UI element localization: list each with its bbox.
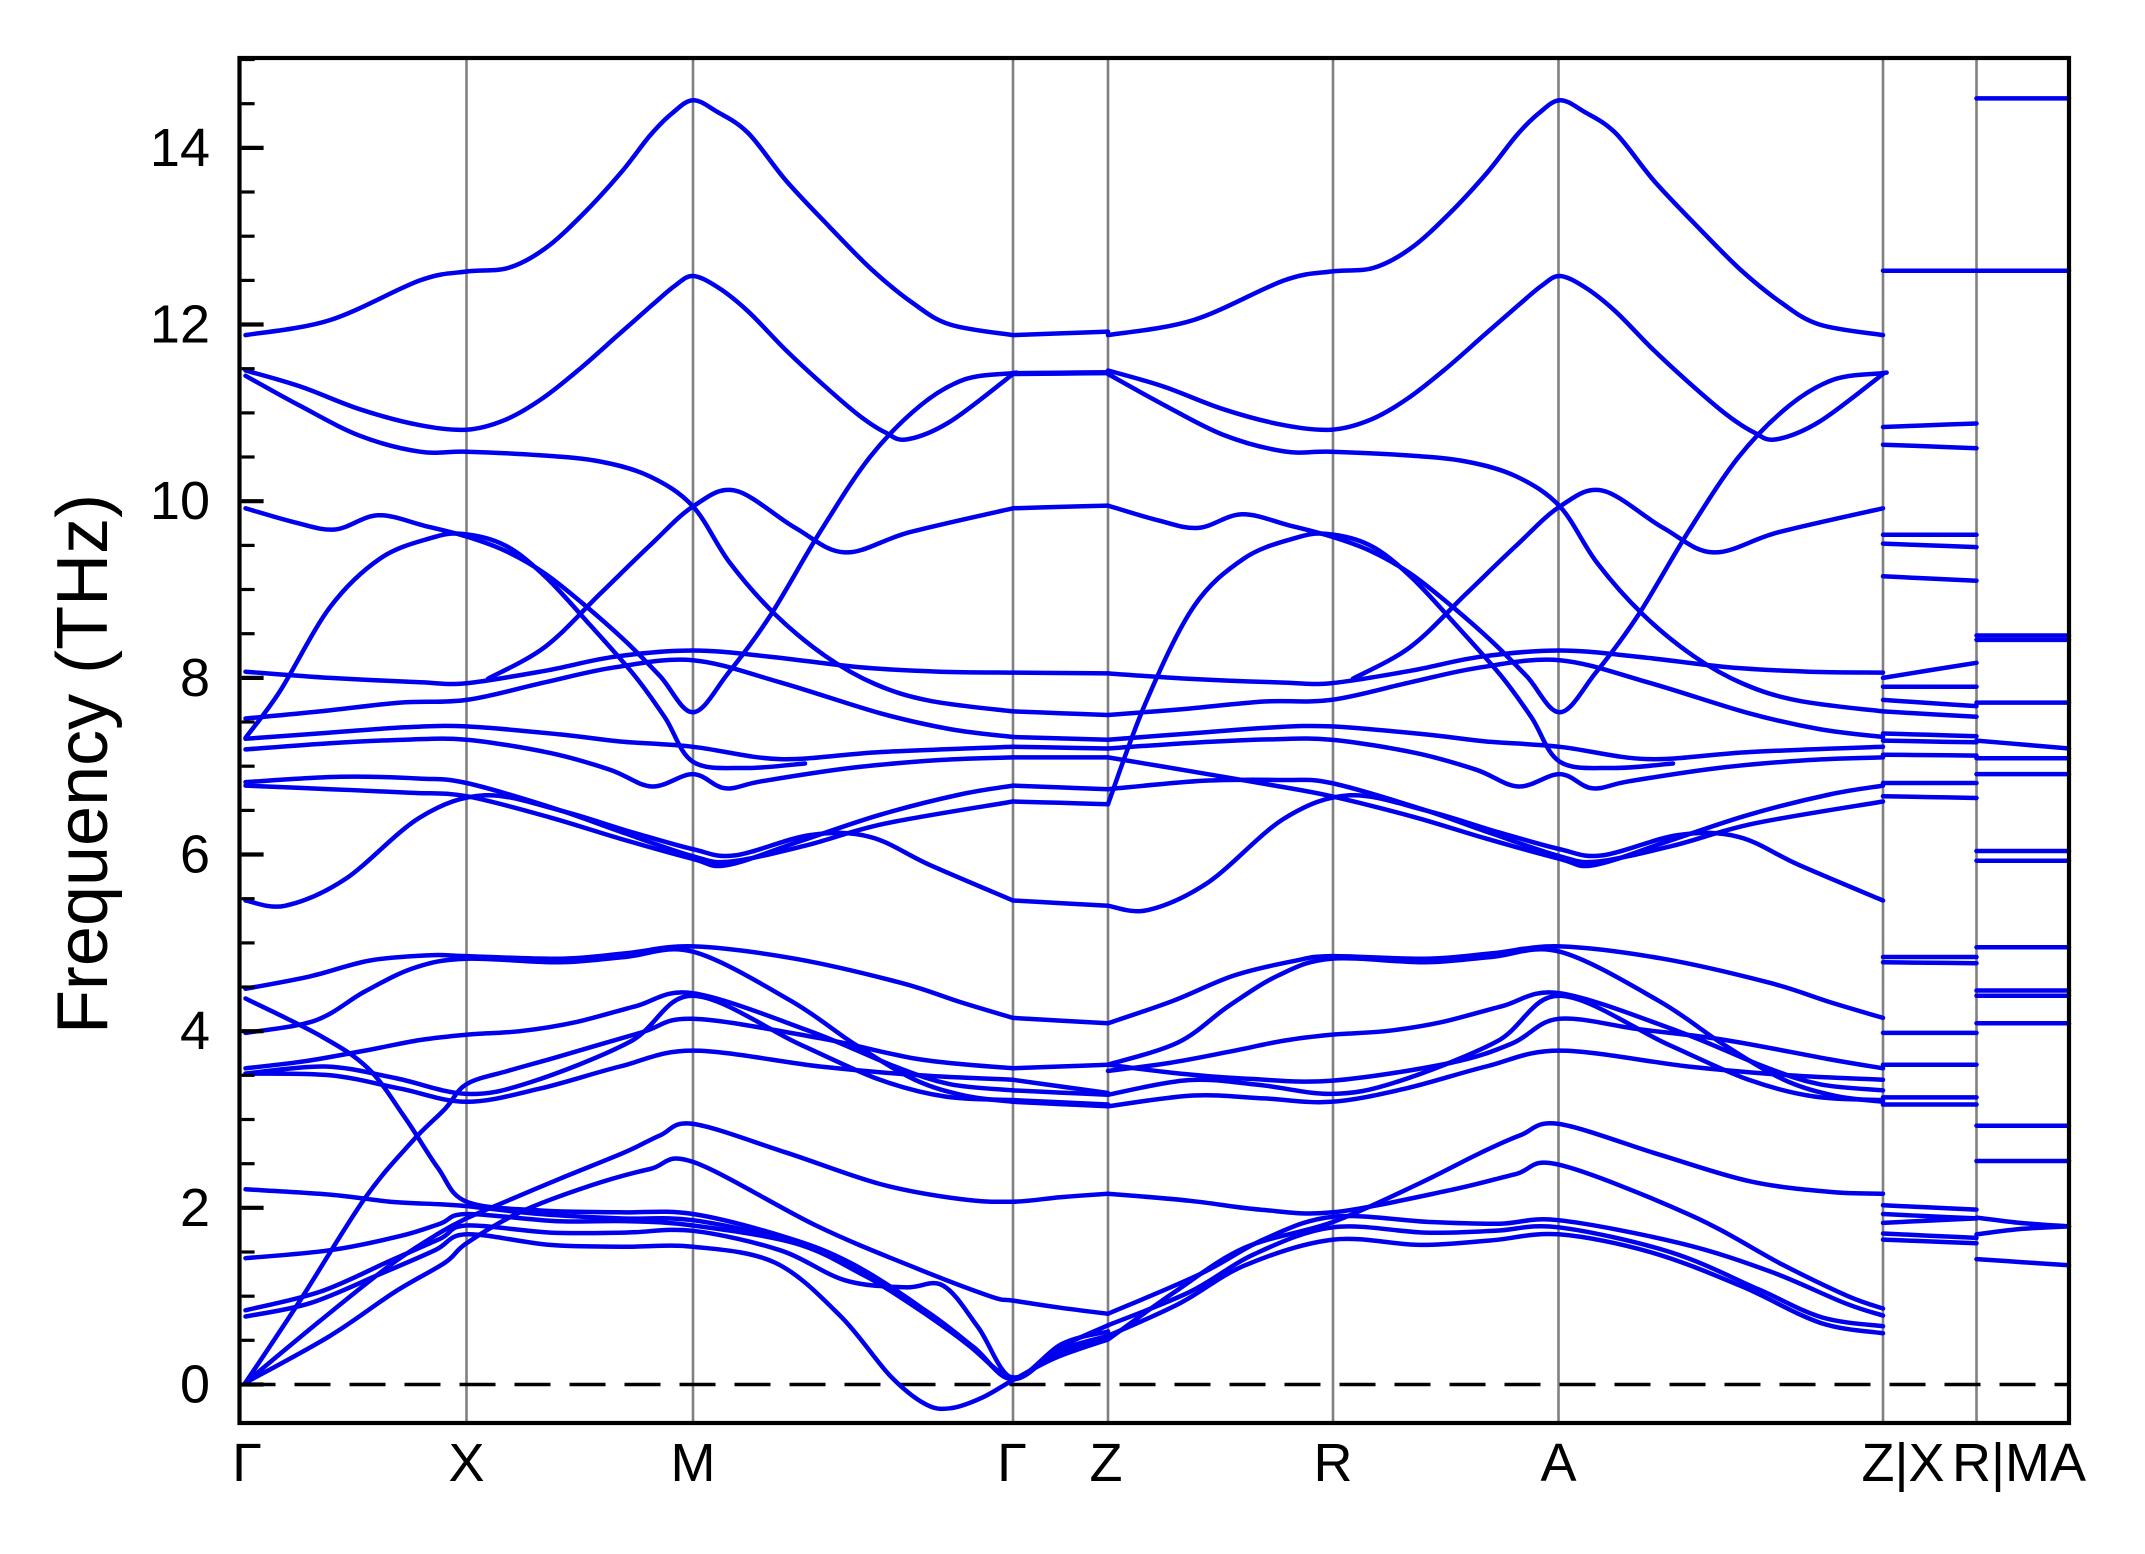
svg-text:M: M [671,1433,716,1493]
svg-text:8: 8 [180,648,210,708]
svg-text:Frequency (THz): Frequency (THz) [43,494,123,1034]
svg-text:Γ: Γ [997,1433,1027,1493]
svg-text:Z|X: Z|X [1861,1433,1944,1493]
svg-text:0: 0 [180,1355,210,1415]
svg-text:X: X [448,1433,484,1493]
svg-text:2: 2 [180,1178,210,1238]
svg-text:14: 14 [150,118,210,178]
svg-text:R: R [1314,1433,1353,1493]
svg-text:Γ: Γ [232,1433,262,1493]
svg-text:R|MA: R|MA [1952,1433,2086,1493]
svg-text:Z: Z [1090,1433,1123,1493]
svg-text:4: 4 [180,1001,210,1061]
svg-text:A: A [1540,1433,1576,1493]
svg-text:12: 12 [150,295,210,355]
svg-text:6: 6 [180,825,210,885]
svg-text:10: 10 [150,471,210,531]
